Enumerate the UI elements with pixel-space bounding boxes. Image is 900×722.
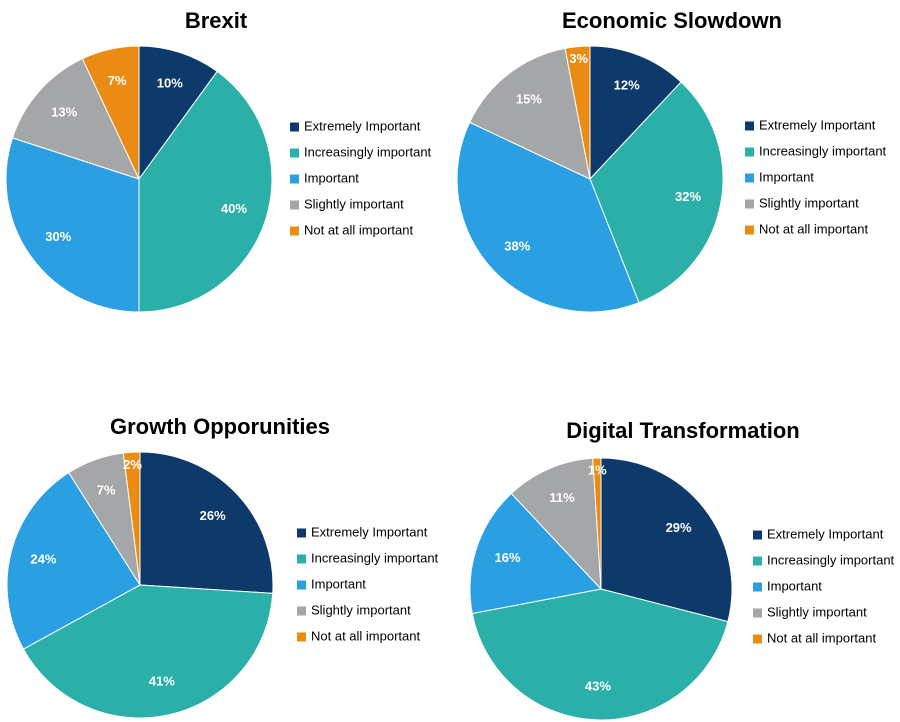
chart-title: Economic Slowdown [562,8,782,33]
pie-chart-1: Brexit 10% 40% 30% 13% 7% Extremely Important I… [5,8,432,313]
legend-label: Not at all important [311,628,420,643]
slice-data-label: 16% [495,550,521,565]
legend-swatch [753,582,762,592]
slice-data-label: 1% [588,463,607,478]
legend-label: Important [311,576,366,591]
slice-data-label: 7% [97,483,116,498]
slice-data-label: 40% [221,201,247,216]
pie-slice [139,451,274,594]
legend-label: Increasingly important [767,552,895,567]
legend-swatch [290,174,299,184]
pie-slice [471,588,729,721]
chart-title: Growth Opporunities [110,414,330,439]
pie-slice [122,451,141,586]
legend-label: Slightly important [767,604,867,619]
legend-label: Important [767,578,822,593]
legend-swatch [297,554,306,564]
slice-data-label: 29% [666,520,692,535]
legend-label: Not at all important [759,221,868,236]
legend-label: Increasingly important [311,550,439,565]
slice-data-label: 26% [200,508,226,523]
legend-swatch [753,556,762,566]
legend-swatch [297,606,306,616]
chart-title: Digital Transformation [566,418,799,443]
chart-legend: Extremely Important Increasingly importan… [290,118,432,237]
legend-swatch [745,173,754,183]
pie-slice [6,472,141,650]
slice-data-label: 10% [157,76,183,91]
chart-title: Brexit [185,8,248,33]
legend-label: Extremely Important [767,526,884,541]
pie-slice [138,70,273,313]
slice-data-label: 43% [585,679,611,694]
slice-data-label: 38% [504,239,530,254]
slice-data-label: 3% [569,51,588,66]
legend-swatch [745,147,754,157]
slice-data-label: 15% [516,92,542,107]
legend-swatch [297,580,306,590]
legend-label: Important [759,169,814,184]
slice-data-label: 32% [675,189,701,204]
legend-swatch [290,226,299,236]
pie-slice [456,121,640,313]
chart-legend: Extremely Important Increasingly importan… [745,117,887,236]
pie-chart-3: Growth Opporunities 26% 41% 24% 7% 2% Extremel… [6,414,439,719]
legend-swatch [297,528,306,538]
legend-label: Not at all important [767,630,876,645]
pie-slice [22,584,274,719]
legend-swatch [753,608,762,618]
legend-label: Slightly important [304,196,404,211]
slice-data-label: 7% [108,73,127,88]
pie-slice [592,457,602,590]
legend-swatch [290,122,299,132]
pie-slice [138,45,218,181]
legend-swatch [290,148,299,158]
pie-slice [469,492,602,615]
pie-chart-2: Economic Slowdown 12% 32% 38% 15% 3% Extremely… [456,8,887,313]
slice-data-label: 12% [614,78,640,93]
pie-slice [510,457,602,591]
legend-label: Extremely Important [759,117,876,132]
legend-swatch [745,121,754,131]
legend-label: Increasingly important [304,144,432,159]
chart-legend: Extremely Important Increasingly importan… [297,524,439,643]
slice-data-label: 11% [549,490,575,505]
legend-label: Extremely Important [304,118,421,133]
pie-slice [468,47,591,180]
legend-label: Not at all important [304,222,413,237]
legend-swatch [753,530,762,540]
legend-swatch [753,634,762,644]
pie-slice [5,137,140,313]
legend-swatch [745,225,754,235]
pie-slice [589,81,724,304]
slice-data-label: 30% [45,229,71,244]
chart-legend: Extremely Important Increasingly importan… [753,526,895,645]
slice-data-label: 2% [123,457,142,472]
legend-label: Extremely Important [311,524,428,539]
legend-label: Slightly important [759,195,859,210]
pie-chart-4: Digital Transformation 29% 43% 16% 11% 1% Extr… [469,418,895,721]
pie-slice [11,57,140,180]
slice-data-label: 13% [51,104,77,119]
legend-swatch [290,200,299,210]
pie-slice [564,45,591,180]
pie-slice [81,45,140,180]
slice-data-label: 24% [30,552,56,567]
slice-data-label: 41% [149,674,175,689]
legend-label: Increasingly important [759,143,887,158]
legend-swatch [297,632,306,642]
legend-label: Slightly important [311,602,411,617]
pie-slice [589,45,682,181]
legend-label: Important [304,170,359,185]
legend-swatch [745,199,754,209]
pie-slice [600,457,733,623]
